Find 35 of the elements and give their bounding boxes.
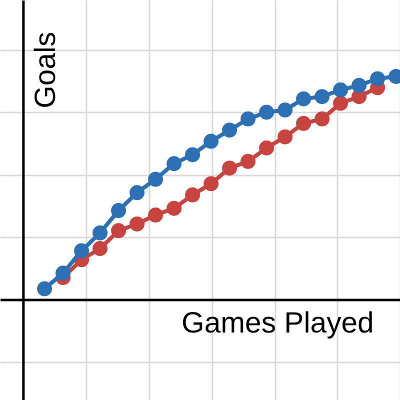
point — [240, 154, 256, 169]
point — [166, 200, 182, 216]
point — [148, 172, 164, 187]
point — [259, 140, 274, 156]
point — [333, 82, 348, 98]
point — [204, 134, 219, 149]
point — [166, 156, 182, 172]
point — [148, 208, 164, 223]
point — [130, 185, 145, 200]
point — [278, 102, 293, 118]
point — [314, 89, 330, 104]
point — [185, 187, 200, 202]
point — [74, 243, 90, 258]
point — [185, 147, 200, 162]
x-axis-title: Games Played — [182, 306, 374, 340]
point — [240, 111, 256, 126]
point — [92, 241, 108, 256]
point — [222, 160, 238, 176]
point — [56, 266, 71, 281]
point — [278, 129, 293, 144]
point — [296, 91, 312, 106]
point — [259, 104, 274, 120]
point — [333, 96, 348, 111]
point — [352, 78, 367, 93]
point — [296, 116, 312, 131]
point — [222, 122, 238, 138]
y-axis-title: Goals — [28, 32, 62, 108]
point — [37, 281, 52, 296]
point — [370, 71, 386, 86]
point — [111, 203, 126, 218]
point — [92, 225, 108, 240]
point — [204, 176, 219, 192]
point — [111, 223, 126, 238]
point — [314, 111, 330, 126]
point — [130, 216, 145, 232]
